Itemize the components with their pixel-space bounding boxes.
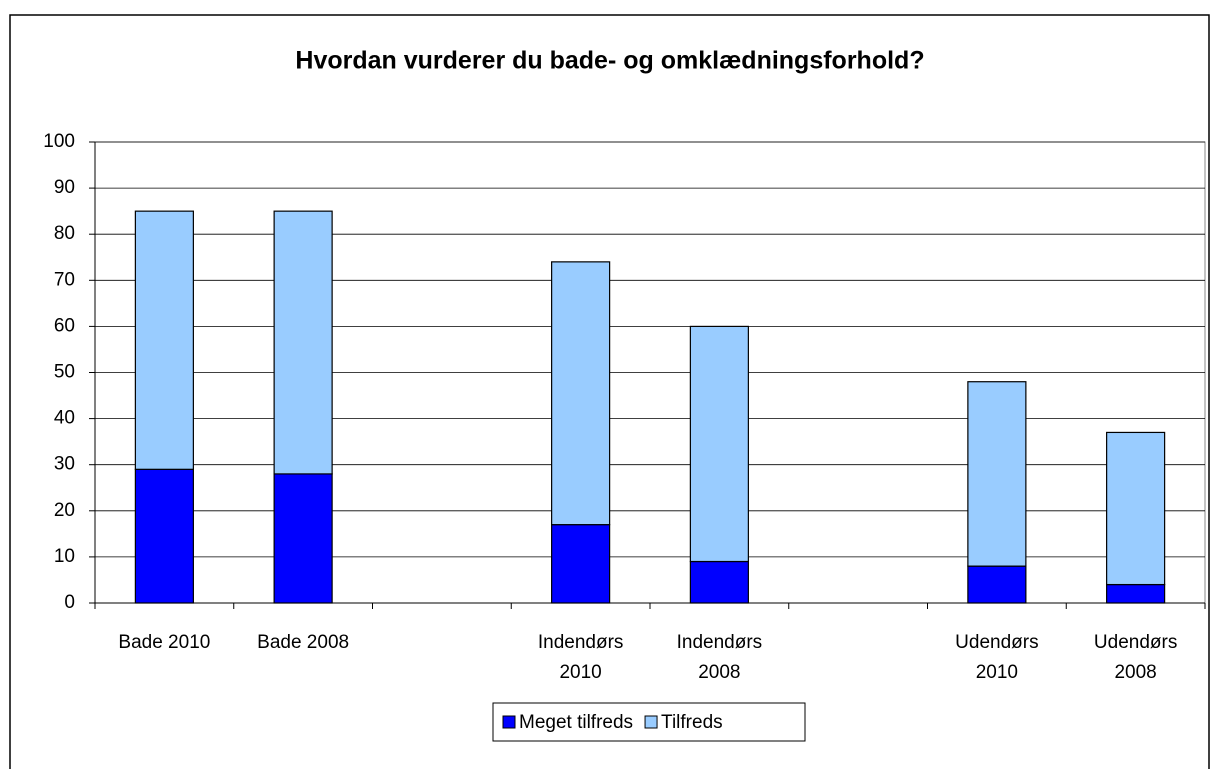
bar-segment: [134, 468, 194, 604]
bar-segment: [967, 381, 1027, 567]
legend-swatch: [644, 715, 658, 729]
bar-segment: [551, 261, 611, 526]
y-tick-label: 10: [54, 546, 75, 567]
legend-label: Meget tilfreds: [519, 712, 633, 733]
y-tick-label: 0: [64, 592, 75, 613]
bar-segment: [689, 560, 749, 604]
x-tick-label: Udendørs 2010: [955, 632, 1039, 683]
x-tick-label: Indendørs 2008: [676, 632, 763, 683]
y-tick-label: 100: [43, 131, 75, 152]
y-tick-label: 70: [54, 269, 75, 290]
x-tick-label: Bade 2010: [118, 632, 211, 653]
y-tick-label: 30: [54, 454, 75, 475]
bar-segment: [1106, 431, 1166, 586]
bar-segment: [134, 210, 194, 470]
bar-segment: [1106, 583, 1166, 604]
y-tick-label: 90: [54, 177, 75, 198]
legend-label: Tilfreds: [661, 712, 723, 733]
bar-segment: [273, 473, 333, 604]
chart-title: Hvordan vurderer du bade- og omklædnings…: [295, 47, 924, 75]
y-tick-label: 80: [54, 223, 75, 244]
bar-segment: [551, 524, 611, 604]
bar-segment: [967, 565, 1027, 604]
y-tick-label: 20: [54, 500, 75, 521]
y-tick-label: 50: [54, 362, 75, 383]
x-tick-label: Indendørs 2010: [537, 632, 624, 683]
legend-swatch: [502, 715, 516, 729]
bar-segment: [273, 210, 333, 475]
y-tick-label: 40: [54, 408, 75, 429]
x-tick-label: Bade 2008: [257, 632, 350, 653]
y-tick-label: 60: [54, 315, 75, 336]
x-tick-label: Udendørs 2008: [1093, 632, 1178, 683]
bar-segment: [689, 325, 749, 563]
